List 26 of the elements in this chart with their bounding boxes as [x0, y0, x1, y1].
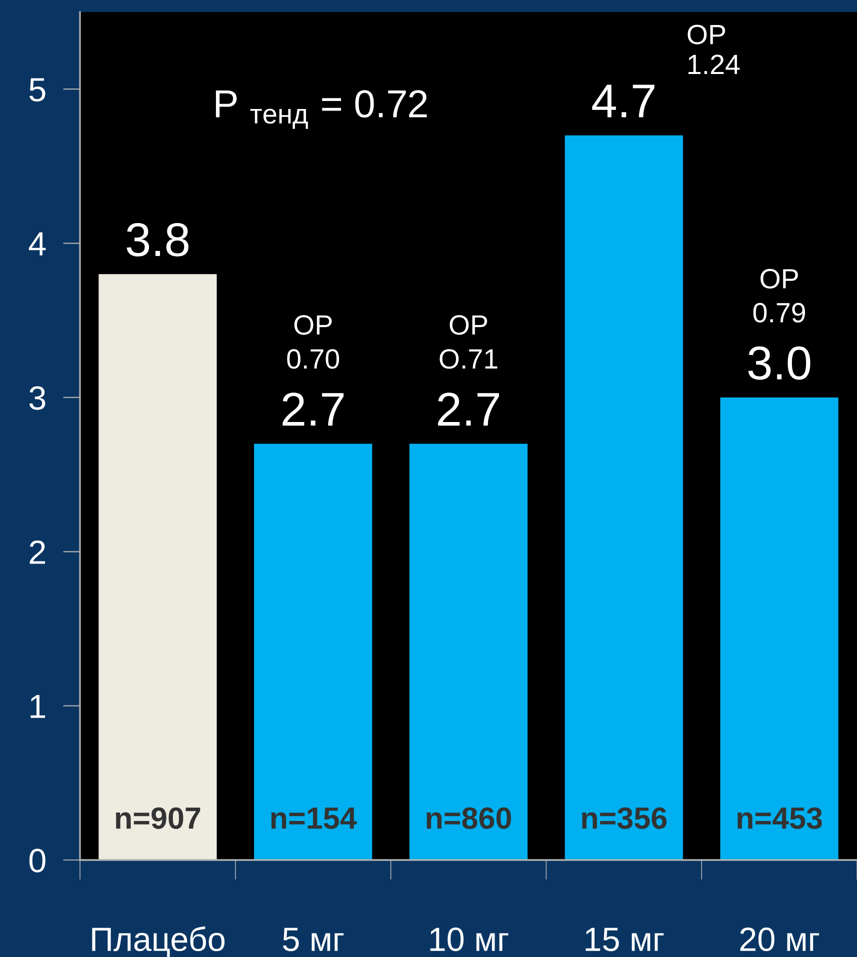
- annotation: ОР O.71: [440, 315, 498, 369]
- annotation: ОР 0.70: [287, 315, 340, 369]
- x-tick-label: 10 мг: [430, 928, 508, 952]
- annotation: n=453: [738, 807, 822, 830]
- y-tick-label: 2: [30, 540, 45, 564]
- x-tick-label: 20 мг: [740, 928, 820, 952]
- x-tick-label: Плацебо: [92, 926, 225, 957]
- annotation: n=154: [271, 808, 357, 829]
- x-tick-label: 15 мг: [586, 928, 664, 952]
- y-tick-label: 4: [28, 232, 46, 256]
- y-tick-label: 3: [29, 386, 46, 410]
- annotation: ОР 0.79: [753, 268, 806, 323]
- data-label: 2.7: [282, 392, 344, 426]
- y-tick-label: 0: [29, 848, 46, 872]
- annotation: n=356: [582, 807, 667, 830]
- data-label: 2.7: [438, 392, 499, 426]
- data-label: 3.0: [748, 346, 810, 380]
- x-tick-label: 5 мг: [283, 928, 344, 952]
- y-tick-label: 1: [30, 694, 46, 718]
- annotation: n=907: [116, 807, 200, 829]
- data-label: 3.8: [126, 223, 188, 256]
- y-tick-label: 5: [29, 78, 46, 102]
- data-label: 4.7: [592, 84, 654, 118]
- annotation: P $_{тенд}$ = 0.72: [216, 90, 427, 129]
- annotation: ОР 1.24: [688, 24, 740, 74]
- annotation: n=860: [426, 807, 511, 829]
